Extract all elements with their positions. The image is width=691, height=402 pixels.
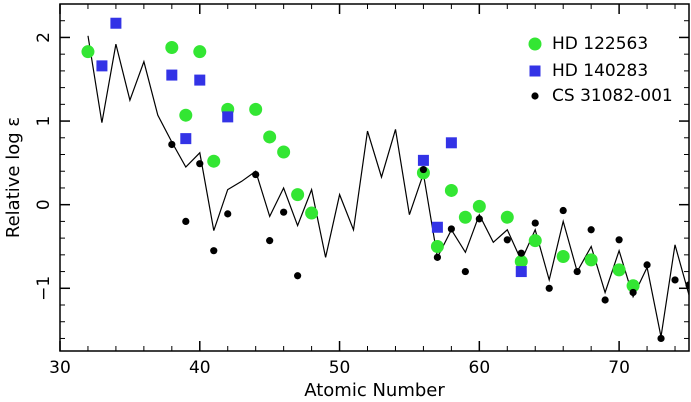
cs31082-point — [196, 160, 204, 168]
hd122563-point — [500, 210, 514, 224]
cs31082-point — [545, 284, 553, 292]
cs31082-point — [475, 215, 483, 223]
hd122563-point — [81, 45, 95, 59]
cs31082-point — [671, 276, 679, 284]
plot-frame — [59, 3, 690, 352]
hd122563-point — [528, 234, 542, 248]
cs31082-point — [517, 249, 525, 257]
cs31082-point — [503, 236, 511, 244]
y-axis-label: Relative log ε — [3, 117, 24, 238]
x-tick-label: 40 — [189, 358, 211, 378]
cs31082-point — [182, 217, 190, 225]
x-tick-label: 30 — [49, 358, 71, 378]
legend-label: HD 140283 — [552, 61, 648, 81]
hd122563-point — [193, 45, 207, 59]
hd140283-point — [110, 17, 122, 29]
cs31082-point — [573, 267, 581, 276]
legend: HD 122563 HD 140283 CS 31082-001 — [528, 34, 673, 106]
hd122563-point — [626, 279, 640, 293]
hd140283-point — [96, 60, 108, 72]
hd122563-point — [458, 210, 472, 224]
y-tick-label: 0 — [34, 199, 54, 210]
x-axis-label: Atomic Number — [304, 380, 445, 401]
hd122563-point — [430, 239, 444, 253]
plot-layer — [81, 17, 689, 343]
cs31082-point — [433, 253, 441, 261]
cs31082-point — [629, 288, 637, 297]
hd140283-point — [445, 137, 457, 149]
cs31082-point — [461, 267, 469, 276]
x-tick-label: 70 — [608, 358, 630, 378]
cs31082-point — [294, 272, 302, 280]
hd140283-point — [194, 74, 206, 86]
legend-label: CS 31082-001 — [552, 86, 673, 106]
cs31082-point — [657, 334, 665, 343]
hd122563-point — [514, 255, 528, 269]
hd140283-point — [431, 221, 443, 233]
hd122563-point — [165, 40, 179, 54]
hd122563-point — [179, 108, 193, 122]
plot-area — [81, 17, 689, 343]
hd122563-point — [263, 130, 277, 144]
hd122563-point — [305, 206, 319, 220]
cs31082-point — [643, 261, 651, 269]
hd122563-point — [472, 199, 486, 213]
cs31082-point — [559, 206, 567, 215]
cs31082-point — [280, 208, 288, 216]
y-tick-label: −1 — [34, 276, 54, 301]
cs31082-point — [531, 219, 539, 227]
x-tick-label: 50 — [329, 358, 351, 378]
cs31082-point — [419, 165, 428, 174]
x-tick-label: 60 — [469, 358, 491, 378]
y-tick-label: 1 — [34, 116, 54, 127]
cs31082-point — [266, 237, 274, 245]
hd122563-point — [291, 188, 305, 202]
hd122563-point — [249, 102, 263, 116]
legend-label: HD 122563 — [552, 34, 648, 54]
cs31082-point — [615, 236, 623, 244]
cs31082-point — [587, 226, 595, 234]
cs31082-point — [685, 281, 689, 289]
pattern-line — [87, 35, 689, 337]
legend-marker-cs31082 — [531, 92, 539, 100]
ticks-layer: 30 40 50 60 70 2 1 0 −1 — [34, 4, 689, 378]
hd122563-point — [444, 183, 458, 197]
legend-marker-hd122563 — [528, 37, 542, 51]
cs31082-point — [210, 247, 218, 255]
hd140283-point — [417, 154, 429, 166]
hd140283-point — [180, 133, 192, 145]
hd140283-point — [515, 266, 527, 278]
y-tick-label: 2 — [34, 32, 54, 43]
cs31082-point — [601, 296, 609, 304]
hd140283-point — [166, 69, 178, 81]
cs31082-point — [252, 170, 260, 179]
hd122563-point — [612, 263, 626, 277]
hd122563-point — [584, 253, 598, 267]
cs31082-point — [168, 140, 176, 149]
hd122563-point — [207, 154, 221, 168]
legend-marker-hd140283 — [529, 65, 541, 77]
cs31082-point — [224, 210, 232, 218]
hd140283-point — [222, 111, 234, 123]
cs31082-point — [447, 225, 455, 233]
hd122563-point — [277, 145, 291, 159]
hd122563-point — [556, 250, 570, 264]
